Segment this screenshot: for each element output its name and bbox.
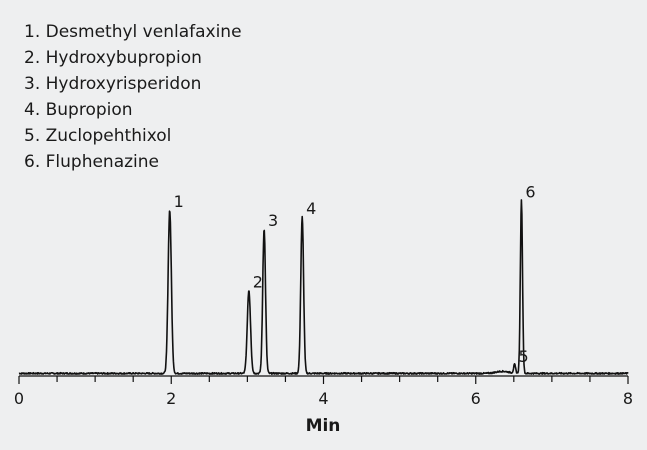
x-tick-label: 8 <box>623 389 633 408</box>
x-tick-label: 6 <box>471 389 481 408</box>
peak-label-1: 1 <box>174 192 184 211</box>
x-tick-label: 0 <box>14 389 24 408</box>
peak-label-3: 3 <box>268 211 278 230</box>
chromatogram-trace <box>18 199 629 375</box>
legend-entry-2: 2. Hydroxybupropion <box>24 48 202 68</box>
legend: 1. Desmethyl venlafaxine 2. Hydroxybupro… <box>24 19 242 175</box>
peak-labels: 1 2 3 4 5 6 <box>174 182 536 365</box>
x-tick-label: 4 <box>318 389 328 408</box>
peak-label-6: 6 <box>525 182 535 201</box>
peak-label-4: 4 <box>306 199 316 218</box>
peak-label-2: 2 <box>253 272 263 291</box>
x-tick-label: 2 <box>166 389 176 408</box>
x-axis-ticks <box>18 376 629 384</box>
x-axis-title: Min <box>306 416 341 436</box>
legend-entry-3: 3. Hydroxyrisperidon <box>24 74 202 94</box>
legend-entry-6: 6. Fluphenazine <box>24 152 159 172</box>
legend-entry-1: 1. Desmethyl venlafaxine <box>24 22 242 42</box>
x-axis-tick-labels: 0 2 4 6 8 <box>14 389 633 408</box>
peak-label-5: 5 <box>518 347 528 366</box>
legend-entry-5: 5. Zuclopehthixol <box>24 126 172 146</box>
legend-entry-4: 4. Bupropion <box>24 100 133 120</box>
